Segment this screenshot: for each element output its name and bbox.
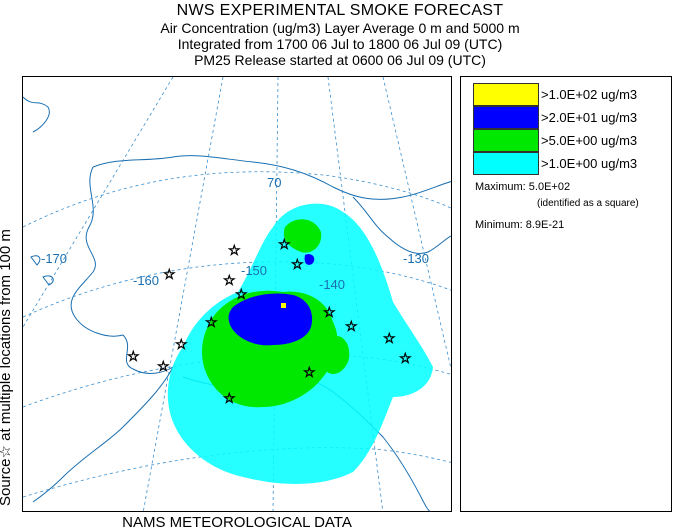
alaska-north-coast	[92, 155, 451, 200]
fire-sources: ☆ ☆ ☆ ☆ ☆ ☆ ☆ ☆ ☆ ☆ ☆ ☆ ☆ ☆ ☆ ☆	[127, 236, 412, 407]
source-star: ☆	[399, 350, 412, 366]
source-side-text: Source☆ at multiple locations from 100 m	[0, 229, 14, 506]
legend-label: >2.0E+01 ug/m3	[541, 110, 638, 125]
release-start: PM25 Release started at 0600 06 Jul 09 (…	[194, 52, 486, 68]
bering-islands	[30, 255, 54, 286]
source-star: ☆	[278, 236, 291, 252]
source-star: ☆	[291, 256, 304, 272]
lon-label-130: -130	[403, 251, 429, 266]
plume-level3	[228, 254, 315, 346]
legend-item: >1.0E+00 ug/m3	[473, 152, 663, 175]
siberia-coast	[23, 96, 50, 133]
legend-swatch	[473, 83, 539, 106]
legend-swatch	[473, 129, 539, 152]
source-star: ☆	[223, 390, 236, 406]
legend-item: >5.0E+00 ug/m3	[473, 129, 663, 152]
smoke-plume	[167, 203, 433, 484]
arctic-shore-east	[352, 196, 451, 254]
alaska-west-coast	[70, 166, 174, 374]
lon-160-line	[142, 77, 224, 511]
legend-swatch	[473, 152, 539, 175]
lat-70-arc	[23, 171, 451, 228]
lat-label-70: 70	[267, 175, 281, 190]
source-star: ☆	[157, 358, 170, 374]
source-star: ☆	[175, 336, 188, 352]
map-svg: ☆ ☆ ☆ ☆ ☆ ☆ ☆ ☆ ☆ ☆ ☆ ☆ ☆ ☆ ☆ ☆ -170 -16…	[23, 77, 451, 511]
forecast-title: NWS EXPERIMENTAL SMOKE FORECAST	[176, 2, 504, 19]
source-star: ☆	[127, 348, 140, 364]
alaska-peninsula	[32, 366, 174, 503]
legend-label: >1.0E+02 ug/m3	[541, 87, 638, 102]
source-star: ☆	[303, 364, 316, 380]
legend-maximum: Maximum: 5.0E+02	[475, 181, 571, 193]
lon-170-line	[23, 77, 174, 328]
source-star: ☆	[383, 330, 396, 346]
plume-level4	[281, 303, 286, 308]
integration-period: Integrated from 1700 06 Jul to 1800 06 J…	[177, 36, 503, 52]
legend-minimum: Minimum: 8.9E-21	[475, 219, 565, 231]
lon-label-170: -170	[41, 251, 67, 266]
source-star: ☆	[223, 272, 236, 288]
legend-item: >2.0E+01 ug/m3	[473, 106, 663, 129]
map-panel: ☆ ☆ ☆ ☆ ☆ ☆ ☆ ☆ ☆ ☆ ☆ ☆ ☆ ☆ ☆ ☆ -170 -16…	[22, 76, 452, 512]
lon-label-140: -140	[319, 277, 345, 292]
source-star: ☆	[205, 314, 218, 330]
source-star: ☆	[323, 304, 336, 320]
meteorological-data-footer: NAMS METEOROLOGICAL DATA	[122, 514, 352, 531]
source-star: ☆	[163, 266, 176, 282]
concentration-subtitle: Air Concentration (ug/m3) Layer Average …	[160, 20, 520, 36]
lat-65-arc	[23, 261, 451, 318]
legend-panel: >1.0E+02 ug/m3 >2.0E+01 ug/m3 >5.0E+00 u…	[460, 76, 672, 512]
legend-item: >1.0E+02 ug/m3	[473, 83, 663, 106]
legend-label: >1.0E+00 ug/m3	[541, 156, 638, 171]
lon-label-150: -150	[241, 263, 267, 278]
title-block: NWS EXPERIMENTAL SMOKE FORECAST Air Conc…	[20, 2, 660, 68]
legend-swatch	[473, 106, 539, 129]
lon-label-160: -160	[133, 273, 159, 288]
source-star: ☆	[228, 242, 241, 258]
source-star: ☆	[235, 286, 248, 302]
legend-maximum-note: (identified as a square)	[537, 198, 639, 209]
source-star: ☆	[345, 318, 358, 334]
legend-label: >5.0E+00 ug/m3	[541, 133, 638, 148]
